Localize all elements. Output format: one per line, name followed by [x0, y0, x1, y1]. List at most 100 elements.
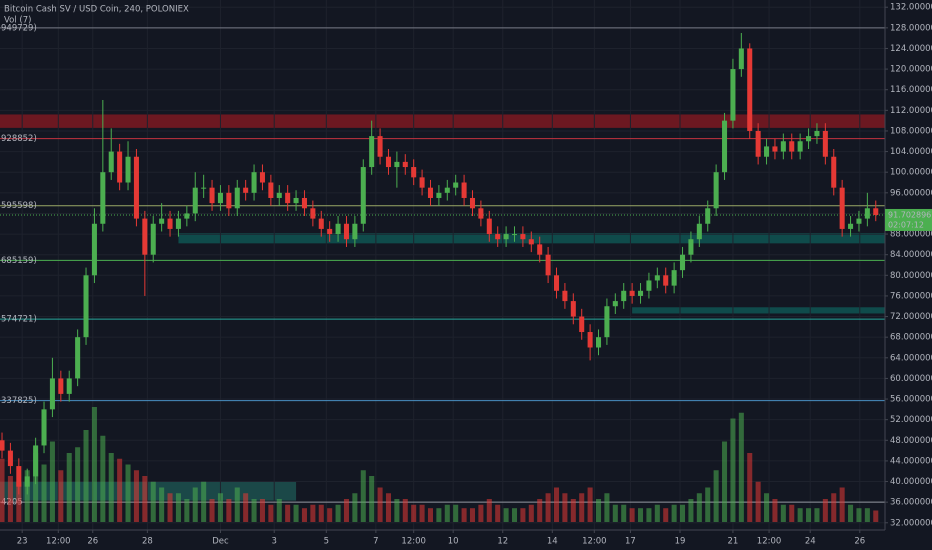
volume-bar	[848, 504, 854, 522]
volume-bar	[696, 493, 702, 522]
volume-bar	[839, 487, 845, 522]
y-tick-label: 100.00000000	[890, 168, 932, 178]
y-tick-label: 96.00000000	[890, 188, 932, 198]
x-tick-label: 24	[805, 537, 816, 547]
candle-body	[637, 290, 644, 296]
y-tick-label: 80.00000000	[890, 271, 932, 281]
candle-body	[873, 208, 879, 215]
candle-body	[49, 378, 55, 410]
zone	[632, 307, 885, 314]
candle-body	[117, 151, 123, 183]
candle-body	[730, 69, 736, 121]
volume-bar	[251, 499, 257, 522]
volume-bar	[285, 504, 291, 522]
volume-bar	[713, 470, 719, 522]
chart-title: Bitcoin Cash SV / USD Coin, 240, POLONIE…	[4, 5, 189, 15]
y-tick-label: 112.00000000	[890, 106, 932, 116]
volume-bar	[495, 504, 501, 522]
volume-bar	[217, 493, 223, 522]
y-tick-label: 64.00000000	[890, 353, 932, 363]
candle-body	[671, 270, 677, 286]
last-price-tag	[885, 208, 932, 231]
candle-body	[604, 306, 610, 338]
volume-bar	[469, 508, 476, 522]
volume-bar	[175, 493, 181, 522]
volume-bar	[209, 499, 215, 522]
volume-bar	[427, 508, 434, 522]
volume-bar	[259, 499, 265, 522]
candle-body	[369, 136, 375, 168]
volume-bar	[41, 464, 47, 522]
volume-bar	[352, 493, 358, 522]
y-tick-label: 132.00000000	[890, 3, 932, 13]
candle-body	[217, 192, 223, 204]
y-tick-label: 40.00000000	[890, 477, 932, 487]
candle-body	[663, 275, 669, 286]
y-tick-label: 60.00000000	[890, 374, 932, 384]
candle-body	[537, 244, 543, 255]
candle-body	[453, 182, 459, 188]
volume-bar	[24, 470, 30, 522]
volume-bar	[453, 504, 459, 522]
candle-body	[612, 301, 618, 307]
y-tick-label: 124.00000000	[890, 44, 932, 54]
volume-bar	[49, 441, 55, 522]
candle-body	[402, 161, 408, 168]
volume-bar	[159, 487, 165, 522]
volume-bar	[385, 493, 391, 522]
candles	[0, 32, 879, 495]
y-tick-label: 116.00000000	[890, 85, 932, 95]
volume-bar	[738, 412, 744, 522]
volume-bar	[369, 476, 375, 522]
volume-bar	[58, 470, 64, 522]
candle-body	[444, 187, 450, 193]
candle-body	[646, 280, 652, 291]
y-tick-label: 84.00000000	[890, 250, 932, 260]
x-tick-label: 19	[675, 537, 686, 547]
volume-bar	[411, 504, 417, 522]
volume-bar	[419, 504, 425, 522]
volume-bar	[595, 499, 602, 522]
y-tick-label: 104.00000000	[890, 147, 932, 157]
candle-body	[503, 234, 509, 240]
volume-bar	[654, 504, 660, 522]
volume-bar	[671, 504, 677, 522]
volume-bar	[234, 487, 240, 522]
candle-body	[142, 218, 148, 255]
volume-bar	[192, 487, 198, 522]
volume-bar	[612, 504, 618, 522]
volume-bar	[637, 508, 644, 522]
candle-body	[100, 172, 106, 224]
volume-bar	[545, 493, 551, 522]
candle-body	[0, 440, 5, 451]
candle-body	[822, 130, 828, 157]
candle-body	[75, 337, 81, 379]
candle-body	[764, 146, 770, 157]
volume-bar	[377, 487, 383, 522]
volume-bar	[327, 508, 333, 522]
volume-bar	[562, 493, 568, 522]
volume-bar	[268, 504, 274, 522]
candle-body	[747, 48, 753, 131]
volume-bar	[553, 487, 560, 522]
volume-bar	[226, 499, 232, 522]
x-tick-label: 7	[373, 537, 378, 547]
volume-bar	[864, 508, 870, 522]
volume-bar	[343, 499, 349, 522]
candle-body	[343, 223, 349, 240]
y-tick-label: 76.00000000	[890, 291, 932, 301]
level-label: 928852)	[1, 134, 37, 144]
volume-bar	[16, 481, 22, 522]
level-label: 574721)	[1, 315, 37, 325]
candle-body	[83, 275, 89, 338]
volume-bar	[722, 441, 728, 522]
y-tick-label: 32.00000000	[890, 518, 932, 528]
candle-body	[755, 130, 761, 157]
volume-bar	[856, 508, 862, 522]
volume-bar	[604, 493, 610, 522]
x-tick-label: 23	[17, 537, 28, 547]
volume-bar	[33, 453, 39, 522]
x-tick-label: 12:00	[46, 537, 71, 547]
candle-body	[91, 223, 97, 276]
